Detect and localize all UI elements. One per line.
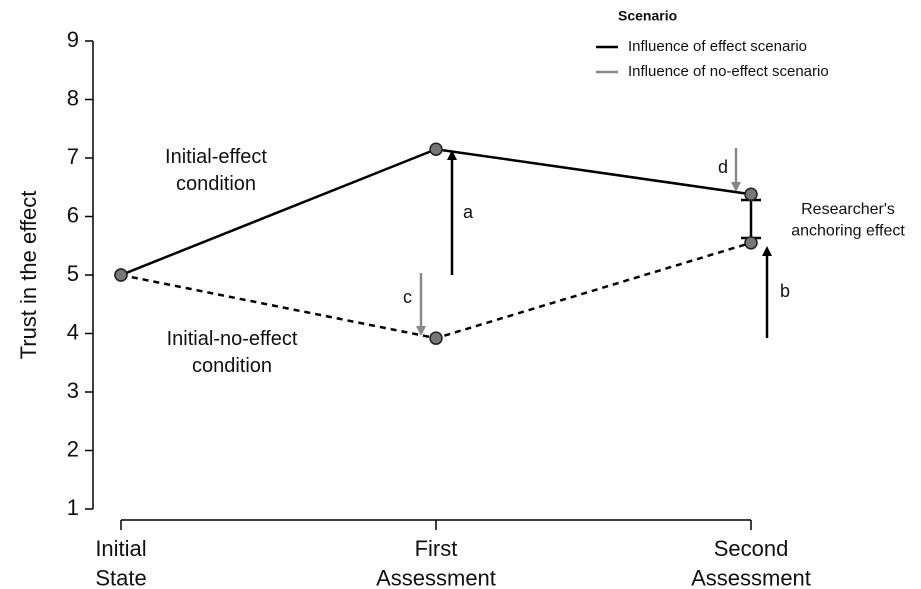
y-tick-label: 8 [67,85,79,110]
y-axis-label: Trust in the effect [16,191,41,360]
point [744,236,758,250]
series-label: Initial-no-effect condition [167,328,298,377]
x-tick-label: Initial State [95,536,146,589]
annotation: Researcher's anchoring effect [791,201,905,240]
annotation: c [403,287,412,307]
y-tick-label: 5 [67,261,79,286]
x-tick-label: Second Assessment [691,536,811,589]
legend-label: Influence of no-effect scenario [628,63,829,80]
y-tick-label: 4 [67,319,79,344]
y-tick-label: 1 [67,495,79,520]
annotation: b [780,281,790,301]
legend-label: Influence of effect scenario [628,38,807,55]
legend-title: Scenario [618,8,677,24]
y-tick-label: 7 [67,144,79,169]
anchoring-bracket [741,198,761,240]
annotation: a [463,202,474,222]
point [114,268,128,282]
annotation: d [718,157,728,177]
point [429,142,443,156]
x-tick-label: First Assessment [376,536,496,589]
point [429,331,443,345]
series-label: Initial-effect condition [165,146,267,195]
series-line [120,241,752,340]
y-tick-label: 3 [67,378,79,403]
y-tick-label: 6 [67,202,79,227]
point [744,187,758,202]
y-tick-label: 9 [67,27,79,52]
y-tick-label: 2 [67,436,79,461]
